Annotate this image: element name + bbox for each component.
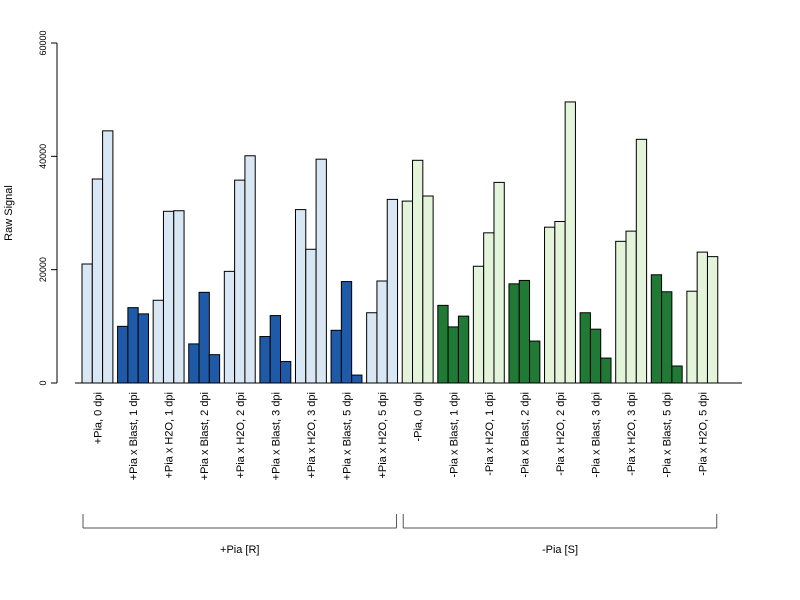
bar-11-1: [483, 232, 495, 384]
category-label-13: -Pia x H2O, 2 dpi: [555, 392, 567, 476]
bar-9-0: [401, 200, 414, 384]
bar-11-2: [493, 181, 505, 384]
category-label-14: -Pia x Blast, 3 dpi: [591, 392, 603, 478]
bar-15-0: [615, 240, 627, 384]
bar-0-2: [102, 130, 114, 384]
y-axis: 0 20000 40000 60000: [38, 30, 58, 386]
bar-4-1: [234, 179, 246, 384]
bar-12-2: [529, 340, 541, 384]
category-label-8: +Pia x H2O, 5 dpi: [377, 392, 389, 479]
category-labels: +Pia, 0 dpi +Pia x Blast, 1 dpi +Pia x H2O…: [92, 392, 709, 480]
bar-8-2: [386, 198, 399, 384]
bar-2-2: [173, 210, 185, 384]
group-label-1: -Pia [S]: [542, 544, 578, 556]
bar-7-1: [340, 281, 353, 384]
bar-5-1: [269, 315, 282, 384]
bar-14-2: [600, 357, 612, 384]
bar-12-1: [518, 279, 531, 384]
bar-6-2: [315, 158, 327, 384]
category-label-1: +Pia x Blast, 1 dpi: [128, 392, 140, 480]
category-label-16: -Pia x Blast, 5 dpi: [662, 392, 674, 478]
bar-16-2: [671, 365, 683, 384]
category-label-9: -Pia, 0 dpi: [413, 392, 425, 442]
category-label-6: +Pia x H2O, 3 dpi: [306, 392, 318, 479]
bar-11-0: [472, 265, 485, 384]
category-label-5: +Pia x Blast, 3 dpi: [270, 392, 282, 480]
category-label-10: -Pia x Blast, 1 dpi: [448, 392, 460, 478]
bar-5-2: [280, 360, 292, 384]
bar-14-1: [589, 328, 602, 384]
bar-15-2: [635, 138, 648, 384]
group-brackets: +Pia [R] -Pia [S]: [82, 514, 718, 556]
bar-1-1: [127, 307, 139, 384]
category-label-11: -Pia x H2O, 1 dpi: [484, 392, 496, 476]
bar-1-2: [137, 313, 149, 384]
bar-9-2: [422, 195, 434, 384]
bar-3-0: [188, 343, 200, 384]
bar-10-2: [457, 315, 470, 384]
bar-10-0: [437, 304, 449, 384]
category-label-12: -Pia x Blast, 2 dpi: [519, 392, 531, 478]
bar-13-1: [554, 221, 566, 384]
bar-0-0: [81, 263, 93, 384]
bar-17-0: [686, 290, 698, 384]
bar-17-2: [706, 256, 719, 384]
bar-2-1: [162, 210, 175, 384]
category-label-3: +Pia x Blast, 2 dpi: [199, 392, 211, 480]
bars: [81, 101, 719, 384]
bar-15-1: [625, 230, 637, 384]
category-label-2: +Pia x H2O, 1 dpi: [164, 392, 176, 479]
bar-1-0: [117, 325, 129, 384]
bar-16-1: [661, 291, 673, 384]
category-label-15: -Pia x H2O, 3 dpi: [626, 392, 638, 476]
bar-17-1: [696, 251, 708, 384]
bar-14-0: [579, 312, 591, 384]
y-tick-label-2: 40000: [38, 144, 48, 169]
group-label-0: +Pia [R]: [220, 544, 259, 556]
category-label-0: +Pia, 0 dpi: [92, 392, 104, 444]
bar-6-1: [305, 248, 317, 384]
bar-5-0: [259, 336, 271, 384]
bar-3-2: [208, 354, 221, 384]
bar-7-2: [351, 374, 363, 384]
bar-13-2: [564, 101, 576, 384]
bar-13-0: [544, 226, 556, 384]
y-tick-label-0: 0: [38, 380, 48, 385]
bar-4-2: [244, 155, 256, 384]
bar-4-0: [223, 270, 236, 384]
bar-9-1: [412, 159, 424, 384]
bar-2-0: [152, 299, 164, 384]
category-label-7: +Pia x Blast, 5 dpi: [342, 392, 354, 480]
bar-3-1: [198, 291, 210, 384]
y-axis-label: Raw Signal: [3, 185, 15, 241]
bar-8-0: [366, 312, 378, 384]
bar-12-0: [508, 283, 520, 384]
bar-8-1: [376, 280, 388, 384]
y-tick-label-3: 60000: [38, 30, 48, 55]
bar-16-0: [650, 274, 663, 384]
category-label-4: +Pia x H2O, 2 dpi: [235, 392, 247, 479]
bar-6-0: [294, 209, 307, 384]
bar-0-1: [91, 178, 104, 384]
bar-10-1: [447, 326, 459, 384]
bar-7-0: [330, 329, 342, 384]
y-tick-label-1: 20000: [38, 257, 48, 282]
category-label-17: -Pia x H2O, 5 dpi: [697, 392, 709, 476]
